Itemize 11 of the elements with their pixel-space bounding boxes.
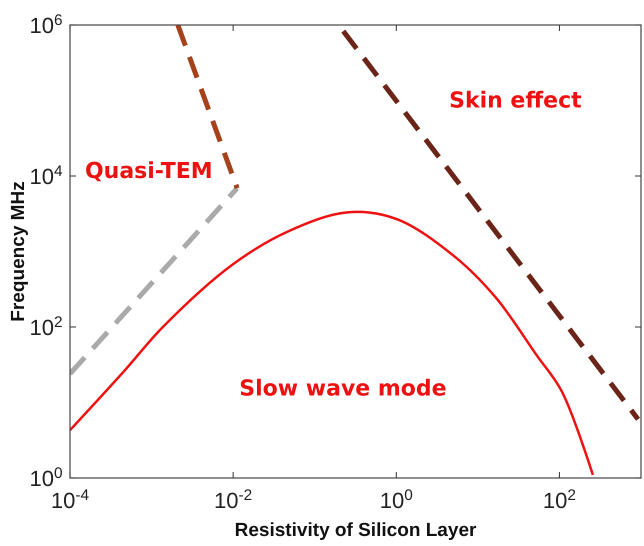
x-tick-label: 10$^{2}$ xyxy=(542,486,576,513)
y-tick-label: 10$^{2}$ xyxy=(29,314,63,340)
x-tick-label: 10$^{0}$ xyxy=(380,486,413,513)
y-tick-label: 10$^{4}$ xyxy=(29,162,63,189)
x-tick-label: 10$^{-2}$ xyxy=(214,486,252,513)
y-tick-label: 10$^{6}$ xyxy=(29,12,63,38)
x-axis-title: Resistivity of Silicon Layer xyxy=(234,520,478,541)
annotation: Quasi-TEM xyxy=(84,158,213,184)
y-axis-title: Frequency MHz xyxy=(8,181,29,322)
annotation: Skin effect xyxy=(449,88,582,114)
annotation: Slow wave mode xyxy=(239,376,447,402)
